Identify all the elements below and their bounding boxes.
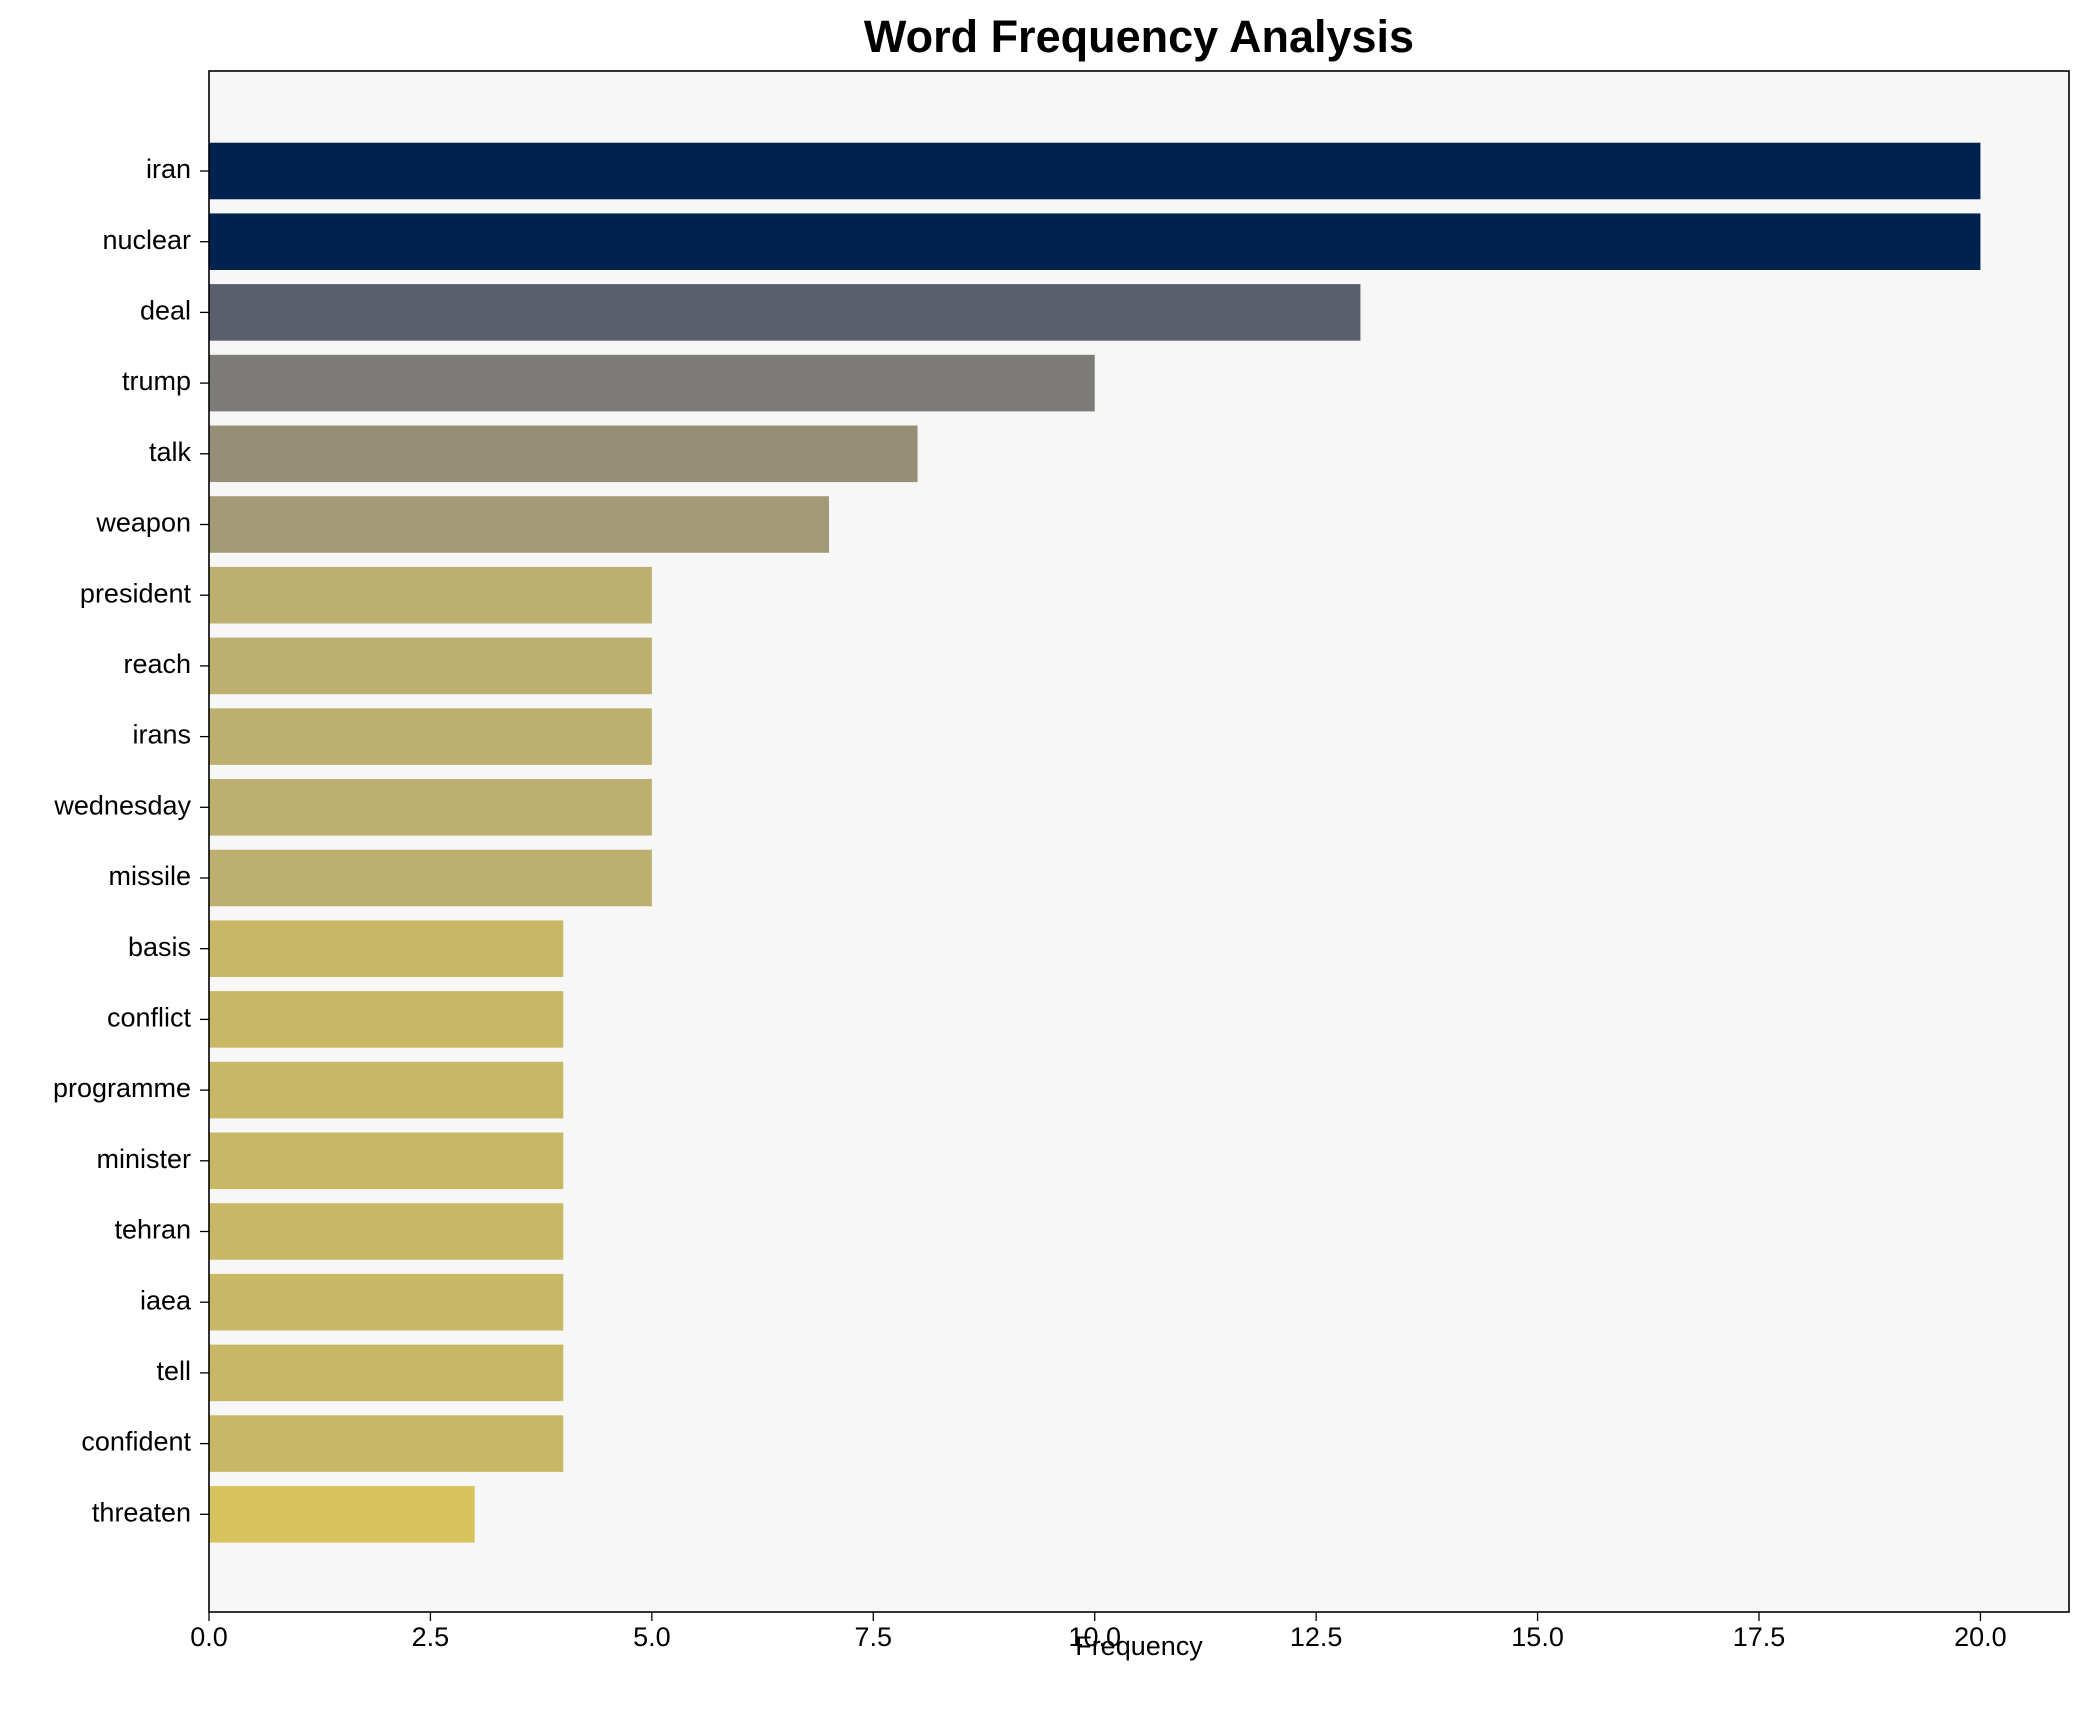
bar xyxy=(209,1273,564,1331)
x-tick-label: 2.5 xyxy=(412,1622,450,1652)
y-tick-label: tell xyxy=(156,1356,191,1386)
bar xyxy=(209,849,652,907)
y-tick-label: programme xyxy=(53,1073,191,1103)
y-tick-label: wednesday xyxy=(53,790,191,820)
bar xyxy=(209,1415,564,1472)
bar xyxy=(209,991,564,1048)
y-tick-label: reach xyxy=(123,649,191,679)
x-tick-label: 10.0 xyxy=(1068,1622,1121,1652)
y-tick-label: basis xyxy=(128,932,191,962)
y-tick-label: minister xyxy=(96,1144,191,1174)
y-tick-label: talk xyxy=(149,437,192,467)
y-tick-label: confident xyxy=(81,1427,191,1457)
y-tick-label: trump xyxy=(122,366,191,396)
x-tick-label: 12.5 xyxy=(1290,1622,1343,1652)
bar xyxy=(209,1061,564,1119)
y-tick-label: deal xyxy=(140,296,191,326)
x-tick-label: 20.0 xyxy=(1954,1622,2007,1652)
x-tick-label: 5.0 xyxy=(633,1622,671,1652)
y-tick-label: president xyxy=(80,578,192,608)
x-tick-label: 15.0 xyxy=(1511,1622,1564,1652)
chart-title: Word Frequency Analysis xyxy=(864,11,1414,62)
x-tick-label: 17.5 xyxy=(1733,1622,1786,1652)
y-tick-label: iran xyxy=(146,154,191,184)
bar xyxy=(209,142,1981,200)
bar xyxy=(209,1132,564,1190)
bar xyxy=(209,779,652,836)
bar xyxy=(209,1486,475,1543)
y-tick-label: nuclear xyxy=(102,225,191,255)
bar xyxy=(209,1344,564,1402)
bar xyxy=(209,566,652,624)
y-tick-label: tehran xyxy=(114,1215,191,1245)
bar xyxy=(209,354,1095,412)
y-tick-label: iaea xyxy=(140,1285,192,1315)
bar xyxy=(209,284,1361,341)
y-tick-label: irans xyxy=(132,720,191,750)
x-tick-label: 0.0 xyxy=(190,1622,228,1652)
bar xyxy=(209,920,564,977)
bar xyxy=(209,496,829,553)
bar xyxy=(209,213,1981,270)
bar xyxy=(209,708,652,765)
y-tick-label: missile xyxy=(108,861,191,891)
y-tick-label: weapon xyxy=(95,508,191,538)
bar xyxy=(209,637,652,695)
x-axis-label: Frequency xyxy=(1075,1631,1203,1661)
y-tick-label: conflict xyxy=(107,1003,192,1033)
y-tick-label: threaten xyxy=(92,1497,191,1527)
bar xyxy=(209,425,918,483)
plot-frame xyxy=(208,70,2070,1613)
bar xyxy=(209,1203,564,1260)
x-tick-label: 7.5 xyxy=(855,1622,893,1652)
